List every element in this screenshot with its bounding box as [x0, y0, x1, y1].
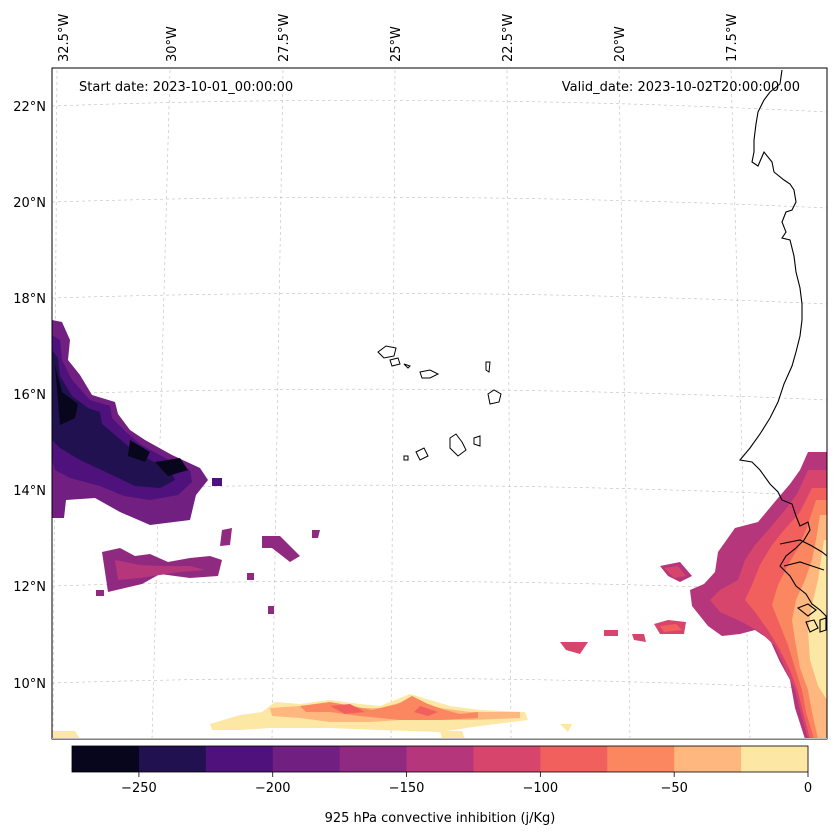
lon-label: 30°W: [165, 26, 180, 62]
colorbar-swatch: [540, 746, 608, 772]
colorbar-label: 925 hPa convective inhibition (j/Kg): [325, 811, 556, 826]
colorbar-tick-label: −50: [660, 781, 687, 796]
lon-label: 27.5°W: [277, 14, 292, 62]
colorbar-tick-label: −200: [255, 781, 291, 796]
valid-date-label: Valid_date: 2023-10-02T20:00:00.00: [562, 80, 800, 95]
lon-label: 20°W: [613, 26, 628, 62]
colorbar-swatch: [72, 746, 140, 772]
lat-label: 10°N: [13, 677, 46, 692]
lat-label: 12°N: [13, 580, 46, 595]
colorbar-outline: [71, 745, 809, 773]
lat-label: 16°N: [13, 388, 46, 403]
colorbar-tick-label: −250: [121, 781, 157, 796]
colorbar-swatch: [741, 746, 809, 772]
lon-label: 17.5°W: [725, 14, 740, 62]
colorbar-swatch: [339, 746, 408, 772]
lat-label: 22°N: [13, 100, 46, 115]
cabo-verde-islands: [377, 345, 502, 461]
colorbar-swatch: [272, 746, 341, 772]
cin-field-east: [560, 452, 827, 739]
lon-label: 25°W: [389, 26, 404, 62]
colorbar-tick-label: 0: [804, 781, 812, 796]
cin-field-west: [52, 320, 320, 614]
lat-label: 18°N: [13, 292, 46, 307]
start-date-label: Start date: 2023-10-01_00:00:00: [79, 80, 293, 95]
map-panel: [51, 67, 828, 740]
colorbar-swatch: [138, 746, 207, 772]
cin-field-south: [52, 694, 572, 739]
colorbar-swatch: [205, 746, 274, 772]
colorbar: −250 −200 −150 −100 −50 0 925 hPa convective …: [71, 745, 812, 826]
colorbar-swatch: [406, 746, 474, 772]
colorbar-swatch: [607, 746, 675, 772]
colorbar-swatch: [674, 746, 742, 772]
lat-label: 14°N: [13, 484, 46, 499]
lon-label: 32.5°W: [57, 14, 72, 62]
lon-label: 22.5°W: [501, 14, 516, 62]
colorbar-swatch: [473, 746, 541, 772]
latitude-labels: 22°N 20°N 18°N 16°N 14°N 12°N 10°N: [13, 100, 46, 692]
longitude-labels: 32.5°W 30°W 27.5°W 25°W 22.5°W 20°W 17.5…: [57, 14, 740, 62]
lat-label: 20°N: [13, 196, 46, 211]
colorbar-tick-label: −150: [389, 781, 425, 796]
colorbar-tick-label: −100: [523, 781, 559, 796]
africa-coastline: [738, 69, 828, 633]
